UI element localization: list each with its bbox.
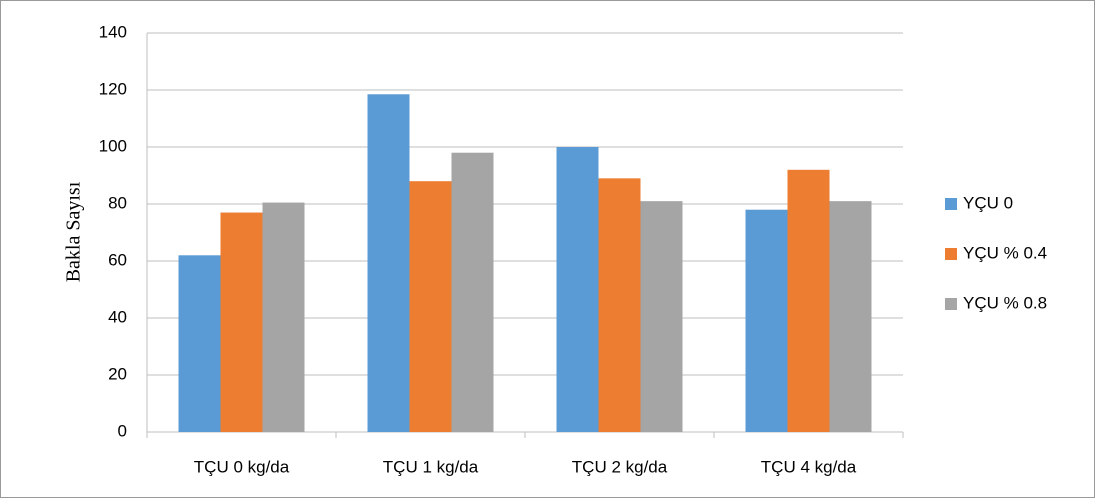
y-tick-label: 140 <box>99 22 127 41</box>
legend-label: YÇU % 0.8 <box>963 293 1047 312</box>
y-tick-label: 120 <box>99 79 127 98</box>
bar <box>367 94 410 433</box>
bar <box>409 181 452 432</box>
legend-swatch <box>945 198 957 210</box>
bar <box>787 169 830 433</box>
bar <box>598 178 641 432</box>
bar <box>220 212 263 432</box>
x-tick-label: TÇU 1 kg/da <box>383 457 479 476</box>
y-tick-label: 20 <box>108 364 127 383</box>
bar <box>745 209 788 432</box>
bar <box>451 152 494 432</box>
y-tick-label: 100 <box>99 136 127 155</box>
legend-label: YÇU % 0.4 <box>963 243 1047 262</box>
bar <box>556 147 599 432</box>
y-tick-label: 80 <box>108 193 127 212</box>
bar <box>178 255 221 432</box>
y-axis-label: Bakla Sayısı <box>63 181 85 282</box>
x-tick-label: TÇU 0 kg/da <box>194 457 290 476</box>
legend-swatch <box>945 298 957 310</box>
legend-swatch <box>945 248 957 260</box>
y-tick-label: 60 <box>108 250 127 269</box>
x-tick-label: TÇU 2 kg/da <box>572 457 668 476</box>
y-tick-label: 40 <box>108 307 127 326</box>
x-tick-label: TÇU 4 kg/da <box>761 457 857 476</box>
legend-label: YÇU 0 <box>963 193 1013 212</box>
y-tick-label: 0 <box>118 421 127 440</box>
bar <box>262 202 305 432</box>
bar <box>640 201 683 432</box>
bar <box>829 201 872 432</box>
